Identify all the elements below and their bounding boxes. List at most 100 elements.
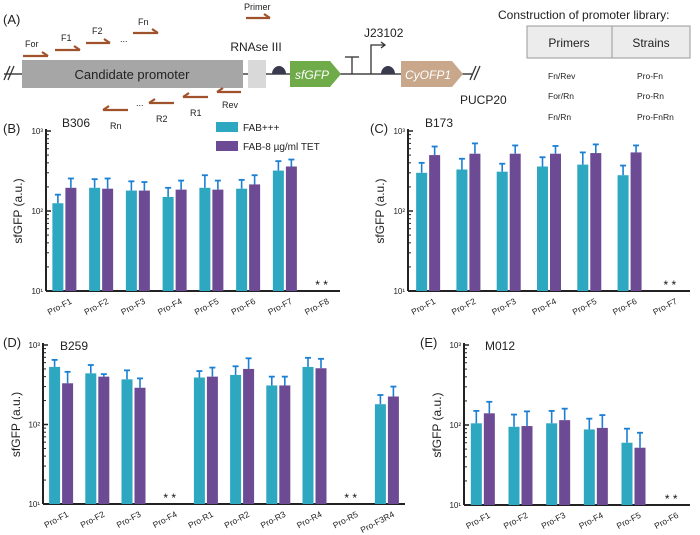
rbs-icon	[381, 66, 395, 74]
bar-tet	[387, 396, 399, 504]
x-tick-label: Pro-F5	[615, 510, 643, 531]
bar-fab	[162, 196, 174, 291]
x-tick-label: Pro-F5	[571, 296, 599, 317]
y-tick-label: 10¹	[393, 287, 405, 296]
sfgfp-label: sfGFP	[295, 68, 329, 82]
reverse-primer-label: Rev	[222, 100, 239, 110]
table-header-primers: Primers	[548, 36, 589, 50]
x-tick-label: Pro-F1	[46, 296, 74, 317]
y-tick-label: 10³	[449, 341, 461, 350]
primer-head	[41, 51, 49, 57]
bar-fab	[89, 187, 101, 291]
bar-fab	[583, 429, 595, 505]
reverse-primer-label: Rn	[110, 121, 122, 131]
legend-swatch-tet	[216, 141, 238, 151]
bar-fab	[121, 379, 133, 504]
plasmid-label: PUCP20	[460, 93, 507, 107]
forward-primer-arrow	[133, 28, 159, 35]
primer-head	[148, 98, 156, 104]
bar-fab	[537, 166, 548, 291]
table-cell: Pro-Rn	[637, 91, 664, 101]
library-title: Construction of promoter library:	[498, 8, 669, 22]
x-tick-label: Pro-F2	[502, 510, 530, 531]
chart-panel-b173: (C) B173 sfGFP (a.u.) 10¹ 10² 10³ Pro-F1 Pro-F2…	[370, 116, 690, 317]
not-detected-marker: * *	[315, 278, 328, 292]
x-tick-label: Pro-F4	[156, 296, 184, 317]
reverse-primer-label: R2	[156, 114, 168, 124]
chart-panel-b259: (D) B259 sfGFP (a.u.) 10¹ 10² 10³ Pro-F1 Pro-F2…	[3, 335, 405, 535]
x-tick-label: Pro-R2	[223, 509, 252, 531]
reverse-primer-arrow	[216, 87, 241, 94]
x-tick-label: Pro-F4	[530, 296, 558, 317]
bar-fab	[52, 203, 64, 291]
x-tick-label: Pro-R4	[295, 509, 324, 531]
bar-tet	[243, 368, 255, 504]
cyofp-gene	[401, 61, 463, 87]
bar-fab	[496, 171, 508, 291]
x-tick-label: Pro-R1	[186, 509, 215, 531]
bar-fab	[416, 172, 428, 291]
ellipsis-forward: ...	[120, 34, 128, 44]
bar-fab	[85, 373, 97, 504]
bar-tet	[483, 413, 495, 505]
bar-fab	[230, 374, 242, 504]
y-axis-label: sfGFP (a.u.)	[9, 392, 23, 457]
primer-head	[151, 28, 159, 34]
x-tick-label: Pro-F6	[229, 296, 257, 317]
x-tick-label: Pro-F3R4	[359, 509, 396, 535]
reverse-primer-arrow	[182, 92, 208, 99]
bar-tet	[315, 368, 327, 504]
bar-fab	[272, 170, 284, 291]
x-tick-label: Pro-F7	[651, 296, 679, 317]
table-cell: For/Rn	[548, 91, 574, 101]
bar-tet	[559, 420, 571, 505]
primer-legend-label: Primer	[244, 2, 271, 12]
x-tick-label: Pro-F3	[115, 509, 143, 530]
j23102-label: J23102	[364, 26, 404, 40]
forward-primer-arrow	[86, 38, 111, 45]
panel-a-construct-diagram: (A) Candidate promoter RNAse III sfGFP J…	[3, 2, 691, 131]
y-tick-label: 10¹	[449, 501, 461, 510]
terminator-icon	[345, 56, 359, 74]
table-header-strains: Strains	[632, 36, 669, 50]
rnase-box	[248, 60, 266, 88]
primer-head	[102, 105, 110, 111]
chart-title: B173	[425, 116, 453, 130]
bar-tet	[634, 447, 646, 505]
y-tick-label: 10²	[31, 207, 43, 216]
x-tick-label: Pro-F8	[303, 296, 331, 317]
table-cell: Fn/Rn	[548, 112, 571, 122]
x-tick-label: Pro-F3	[490, 296, 518, 317]
bar-tet	[590, 153, 602, 291]
y-tick-label: 10³	[31, 127, 43, 136]
legend-label-fab: FAB+++	[243, 123, 280, 134]
x-tick-label: Pro-F4	[151, 509, 179, 530]
primer-head	[73, 45, 81, 51]
candidate-promoter-label: Candidate promoter	[75, 67, 191, 82]
x-tick-label: Pro-F3	[539, 510, 567, 531]
bar-tet	[550, 153, 561, 291]
y-axis-label: sfGFP (a.u.)	[11, 178, 25, 243]
primer-head	[263, 13, 271, 19]
bar-tet	[98, 376, 110, 504]
library-table-header	[526, 25, 691, 59]
bar-tet	[134, 387, 146, 504]
not-detected-marker: * *	[664, 278, 677, 292]
x-tick-label: Pro-F7	[266, 296, 294, 317]
panel-label: (D)	[3, 335, 21, 350]
chart-title: B259	[60, 339, 88, 353]
break-mark-right	[469, 65, 481, 81]
sfgfp-gene	[290, 61, 341, 87]
y-tick-label: 10²	[393, 207, 405, 216]
x-tick-label: Pro-F2	[450, 296, 478, 317]
table-cell: Pro-Fn	[637, 71, 663, 81]
bar-fab	[49, 366, 61, 504]
bar-tet	[249, 184, 261, 291]
x-tick-label: Pro-F3	[119, 296, 147, 317]
y-tick-label: 10²	[449, 421, 461, 430]
x-tick-label: Pro-F5	[193, 296, 221, 317]
y-tick-label: 10¹	[28, 500, 40, 509]
bar-fab	[546, 423, 558, 505]
bar-tet	[521, 426, 533, 505]
